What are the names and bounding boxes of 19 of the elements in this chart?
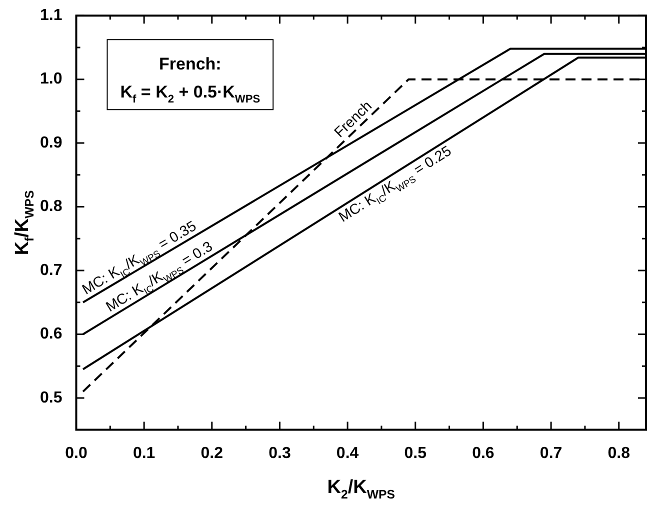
y-tick-label: 0.9	[40, 134, 62, 152]
y-tick-label: 0.5	[40, 389, 62, 406]
x-tick-label: 0.7	[540, 444, 562, 462]
x-tick-label: 0.0	[65, 444, 88, 462]
y-tick-label: 0.6	[40, 326, 62, 343]
y-tick-label: 1.0	[40, 70, 62, 88]
y-tick-label: 0.8	[40, 198, 62, 216]
x-tick-label: 0.3	[268, 444, 291, 462]
y-tick-label: 0.7	[40, 262, 62, 279]
x-tick-label: 0.8	[608, 444, 630, 462]
x-tick-label: 0.1	[132, 444, 156, 462]
annotation: French:	[159, 54, 222, 74]
x-tick-label: 0.5	[404, 444, 427, 462]
y-axis-title: Kf/KWPS	[12, 190, 37, 256]
text: MC: KIC/KWPS = 0.25	[336, 143, 454, 226]
x-tick-label: 0.4	[336, 444, 359, 462]
x-tick-label: 0.6	[472, 444, 494, 462]
y-tick-label: 1.1	[40, 7, 62, 24]
x-tick-label: 0.2	[200, 444, 224, 462]
